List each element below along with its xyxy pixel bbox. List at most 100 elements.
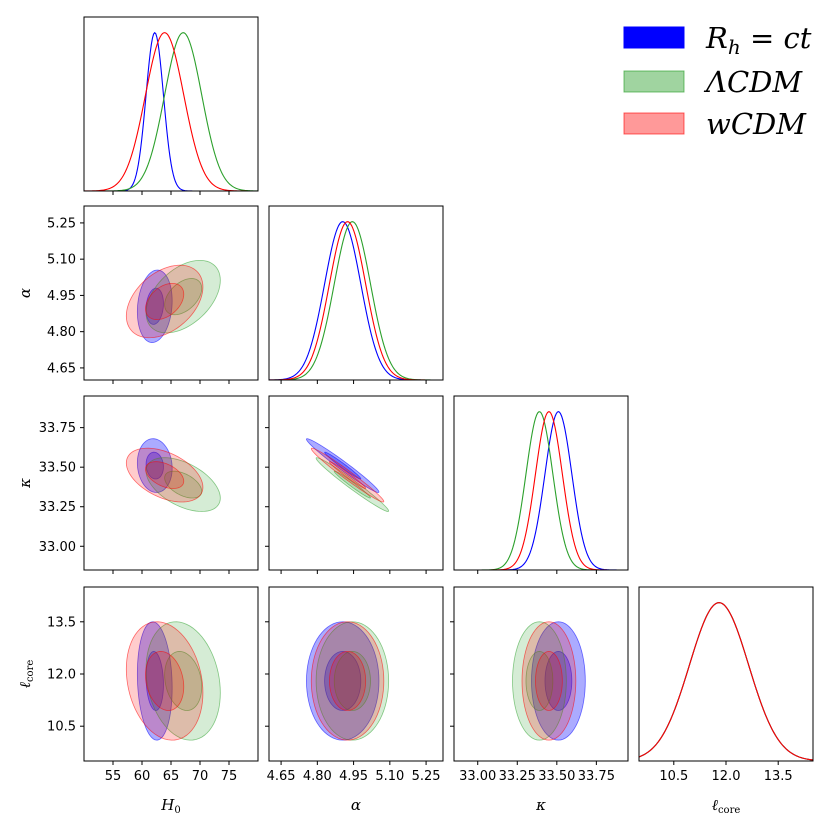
y-axis-label-kappa: κ — [16, 478, 34, 489]
contour-1sigma-alpha-kappa-series-1 — [333, 470, 371, 499]
panel-alpha-alpha-content — [269, 221, 443, 380]
contour-2sigma-H0-kappa-series-2 — [125, 447, 204, 503]
panel-kappa-alpha-frame — [268, 395, 444, 571]
contour-1sigma-kappa-lcore-series-2 — [535, 650, 563, 711]
panel-lcore-H0: 55 60 65 70 75 10.5 12.0 13.5 — [47, 586, 259, 784]
panel-lcore-kappa-content — [512, 621, 586, 741]
panel-alpha-H0: 4.65 4.80 4.95 5.10 5.25 — [47, 205, 259, 384]
x-axis-label-alpha: α — [351, 796, 361, 814]
contour-2sigma-H0-alpha-series-0 — [136, 269, 173, 343]
legend-label-1: ΛCDM — [703, 65, 803, 99]
x-axis-label-H0: H0 — [160, 796, 180, 816]
y-tick-label-kappa: 33.00 — [39, 540, 76, 555]
x-tick-label-kappa: 33.50 — [538, 769, 575, 784]
x-tick-label-alpha: 4.80 — [303, 769, 332, 784]
contour-1sigma-H0-kappa-series-0 — [145, 451, 164, 480]
marginal-curve-H0-series-2 — [84, 32, 258, 191]
x-tick-label-H0: 70 — [192, 769, 209, 784]
x-axis-label-kappa: κ — [535, 796, 546, 814]
contour-1sigma-alpha-kappa-series-0 — [324, 451, 362, 480]
y-axis-label-alpha: α — [16, 288, 34, 298]
legend: Rh = ct ΛCDM wCDM — [623, 21, 812, 141]
x-tick-label-lcore: 13.5 — [764, 769, 793, 784]
contour-2sigma-H0-alpha-series-2 — [125, 264, 204, 339]
x-tick-label-lcore: 10.5 — [659, 769, 688, 784]
contour-2sigma-alpha-lcore-series-0 — [306, 621, 380, 741]
marginal-curve-H0-series-0 — [84, 31, 258, 191]
contour-2sigma-H0-kappa-series-0 — [136, 438, 173, 493]
panel-alpha-H0-content — [125, 259, 221, 343]
y-tick-label-kappa: 33.25 — [39, 500, 76, 515]
x-tick-label-kappa: 33.00 — [459, 769, 496, 784]
contour-1sigma-H0-lcore-series-2 — [145, 651, 185, 711]
panel-alpha-alpha — [268, 205, 444, 384]
y-tick-label-alpha: 4.95 — [47, 289, 76, 304]
x-tick-label-alpha: 4.65 — [267, 769, 296, 784]
panel-kappa-kappa — [453, 395, 629, 574]
contour-1sigma-alpha-lcore-series-2 — [329, 650, 367, 711]
marginal-curve-lcore-series-2 — [639, 602, 813, 761]
panel-kappa-kappa-content — [454, 411, 628, 570]
panel-lcore-lcore-content — [639, 602, 813, 761]
x-tick-label-H0: 60 — [134, 769, 151, 784]
legend-swatch-2 — [623, 112, 685, 135]
y-tick-label-alpha: 4.65 — [47, 361, 76, 376]
y-axis-label-lcore: ℓcore — [16, 660, 36, 689]
contour-1sigma-kappa-lcore-series-1 — [525, 650, 554, 711]
x-tick-label-H0: 75 — [221, 769, 238, 784]
panel-kappa-kappa-frame — [453, 395, 629, 571]
panel-lcore-kappa: 33.00 33.25 33.50 33.75 — [450, 586, 629, 784]
y-tick-label-kappa: 33.50 — [39, 461, 76, 476]
marginal-curve-alpha-series-2 — [269, 221, 443, 380]
y-tick-label-alpha: 5.25 — [47, 216, 76, 231]
panel-kappa-alpha-content — [306, 438, 390, 512]
panel-lcore-alpha-content — [306, 621, 390, 741]
x-tick-label-lcore: 12.0 — [712, 769, 741, 784]
x-tick-label-alpha: 5.10 — [375, 769, 404, 784]
contour-2sigma-H0-lcore-series-2 — [125, 621, 204, 741]
contour-2sigma-alpha-lcore-series-2 — [310, 621, 385, 741]
panel-H0-H0-content — [84, 31, 258, 191]
x-tick-label-kappa: 33.75 — [578, 769, 615, 784]
y-tick-label-lcore: 10.5 — [47, 720, 76, 735]
x-tick-label-H0: 65 — [163, 769, 180, 784]
x-tick-label-alpha: 4.95 — [339, 769, 368, 784]
marginal-curve-lcore-series-0 — [639, 602, 813, 761]
contour-2sigma-alpha-lcore-series-1 — [315, 621, 390, 741]
marginal-curve-H0-series-1 — [84, 32, 258, 191]
contour-1sigma-alpha-lcore-series-1 — [333, 650, 371, 711]
contour-1sigma-H0-kappa-series-2 — [145, 461, 185, 489]
marginal-curve-lcore-series-1 — [639, 602, 813, 761]
panel-alpha-alpha-frame — [268, 205, 444, 381]
x-tick-label-kappa: 33.25 — [499, 769, 536, 784]
x-axis-label-lcore: ℓcore — [712, 796, 741, 816]
panel-kappa-alpha — [265, 395, 444, 574]
legend-label-0: Rh = ct — [705, 21, 812, 59]
panel-lcore-H0-content — [125, 621, 221, 741]
y-tick-label-alpha: 4.80 — [47, 325, 76, 340]
marginal-curve-kappa-series-2 — [454, 411, 628, 570]
panel-lcore-alpha: 4.65 4.80 4.95 5.10 5.25 — [265, 586, 444, 784]
y-tick-label-alpha: 5.10 — [47, 253, 76, 268]
legend-label-2: wCDM — [706, 107, 807, 141]
legend-swatch-1 — [623, 70, 685, 93]
y-tick-label-lcore: 13.5 — [47, 615, 76, 630]
marginal-curve-kappa-series-0 — [454, 411, 628, 570]
panel-lcore-lcore-frame — [638, 586, 814, 762]
legend-swatch-0 — [623, 26, 685, 49]
contour-1sigma-H0-alpha-series-2 — [145, 282, 185, 320]
x-tick-label-H0: 55 — [105, 769, 122, 784]
y-tick-label-kappa: 33.75 — [39, 421, 76, 436]
contour-1sigma-alpha-lcore-series-0 — [324, 650, 362, 711]
marginal-curve-alpha-series-0 — [269, 221, 443, 380]
panel-kappa-H0-content — [125, 438, 221, 512]
panel-H0-H0 — [83, 16, 259, 195]
contour-2sigma-kappa-lcore-series-2 — [521, 621, 577, 741]
y-tick-label-lcore: 12.0 — [47, 668, 76, 683]
panel-kappa-H0: 33.00 33.25 33.50 33.75 — [39, 395, 259, 574]
panel-lcore-lcore: 10.5 12.0 13.5 — [638, 586, 814, 784]
x-tick-label-alpha: 5.25 — [412, 769, 441, 784]
contour-1sigma-alpha-kappa-series-2 — [329, 461, 367, 489]
marginal-curve-alpha-series-1 — [269, 221, 443, 380]
